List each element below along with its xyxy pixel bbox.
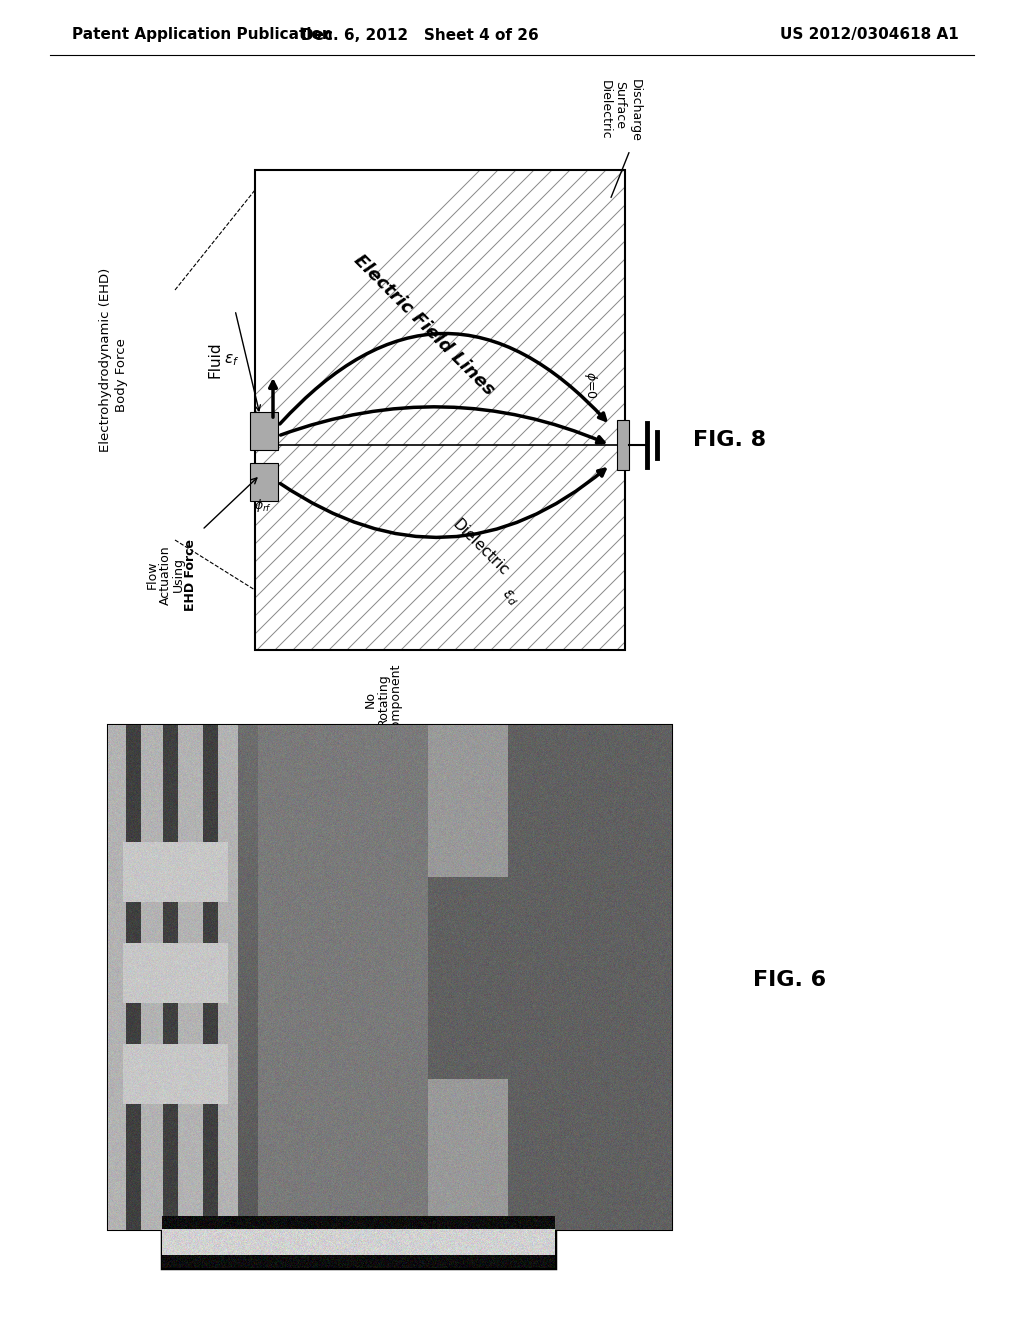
Text: Dielectric: Dielectric [449, 516, 511, 578]
Text: FIG. 8: FIG. 8 [693, 430, 767, 450]
Bar [250, 412, 278, 450]
FancyArrowPatch shape [280, 334, 605, 424]
Text: Rotating: Rotating [377, 673, 389, 726]
FancyArrowPatch shape [281, 470, 605, 537]
FancyArrowPatch shape [281, 407, 604, 442]
Text: $\varepsilon_d$: $\varepsilon_d$ [499, 586, 521, 609]
Text: $\varepsilon_f$: $\varepsilon_f$ [224, 352, 240, 368]
Bar [250, 463, 278, 502]
Text: Body Force: Body Force [116, 338, 128, 412]
Text: No: No [364, 692, 377, 709]
Text: Dec. 6, 2012   Sheet 4 of 26: Dec. 6, 2012 Sheet 4 of 26 [301, 28, 539, 42]
Bar [108, 725, 672, 1230]
Bar [162, 1216, 555, 1269]
Text: Electric Field Lines: Electric Field Lines [350, 251, 498, 399]
Text: Discharge: Discharge [629, 79, 641, 141]
Text: US 2012/0304618 A1: US 2012/0304618 A1 [780, 28, 958, 42]
Bar [255, 170, 625, 649]
Text: Flow: Flow [145, 561, 159, 589]
Text: $\phi$=0: $\phi$=0 [582, 371, 598, 399]
Text: Patent Application Publication: Patent Application Publication [72, 28, 333, 42]
Text: Using: Using [171, 557, 184, 593]
Text: Actuation: Actuation [159, 545, 171, 605]
Text: Surface: Surface [613, 81, 627, 129]
Text: EHD Force: EHD Force [184, 539, 198, 611]
Text: Fluid: Fluid [208, 342, 222, 379]
Bar [617, 420, 629, 470]
Text: Electrohydrodynamic (EHD): Electrohydrodynamic (EHD) [98, 268, 112, 453]
Text: Component: Component [389, 664, 402, 737]
Text: $\phi_{rf}$: $\phi_{rf}$ [254, 496, 272, 513]
Text: FIG. 6: FIG. 6 [754, 970, 826, 990]
Text: Dielectric: Dielectric [598, 81, 611, 140]
